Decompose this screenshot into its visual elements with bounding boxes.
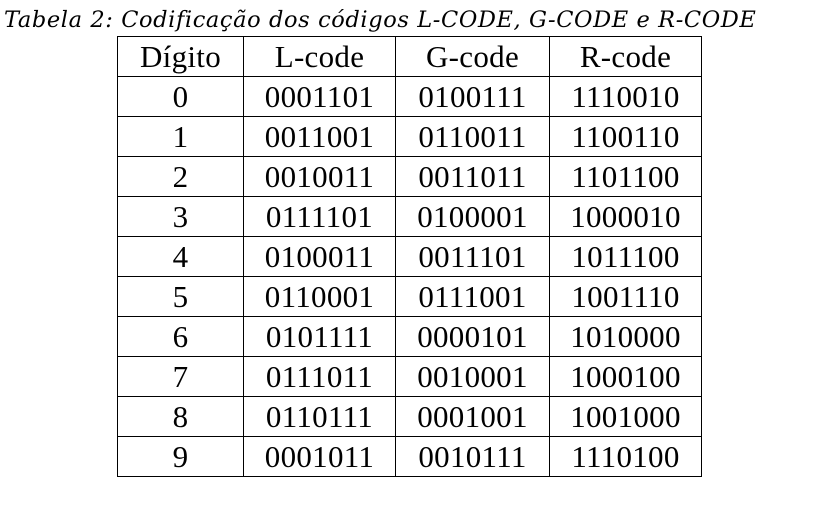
header-l-code: L-code	[243, 36, 396, 77]
cell-digit: 3	[117, 196, 244, 237]
cell-g-code: 0100001	[395, 196, 550, 237]
cell-digit: 8	[117, 396, 244, 437]
table-row: 5 0110001 0111001 1001110	[117, 276, 702, 317]
table-row: 9 0001011 0010111 1110100	[117, 436, 702, 477]
cell-digit: 6	[117, 316, 244, 357]
table-row: 4 0100011 0011101 1011100	[117, 236, 702, 277]
cell-l-code: 0101111	[243, 316, 396, 357]
cell-r-code: 1100110	[549, 116, 702, 157]
table-row: 7 0111011 0010001 1000100	[117, 356, 702, 397]
cell-r-code: 1000010	[549, 196, 702, 237]
cell-l-code: 0100011	[243, 236, 396, 277]
cell-r-code: 1110100	[549, 436, 702, 477]
cell-l-code: 0110111	[243, 396, 396, 437]
cell-r-code: 1101100	[549, 156, 702, 197]
cell-g-code: 0100111	[395, 76, 550, 117]
cell-r-code: 1110010	[549, 76, 702, 117]
cell-digit: 2	[117, 156, 244, 197]
cell-digit: 1	[117, 116, 244, 157]
cell-l-code: 0001101	[243, 76, 396, 117]
table-row: 6 0101111 0000101 1010000	[117, 316, 702, 357]
cell-l-code: 0111011	[243, 356, 396, 397]
cell-g-code: 0111001	[395, 276, 550, 317]
header-r-code: R-code	[549, 36, 702, 77]
cell-digit: 4	[117, 236, 244, 277]
cell-g-code: 0110011	[395, 116, 550, 157]
encoding-table: Dígito L-code G-code R-code 0 0001101 01…	[117, 36, 702, 477]
cell-digit: 5	[117, 276, 244, 317]
cell-g-code: 0000101	[395, 316, 550, 357]
cell-l-code: 0010011	[243, 156, 396, 197]
cell-g-code: 0011011	[395, 156, 550, 197]
cell-r-code: 1010000	[549, 316, 702, 357]
cell-l-code: 0110001	[243, 276, 396, 317]
cell-digit: 9	[117, 436, 244, 477]
table-row: 2 0010011 0011011 1101100	[117, 156, 702, 197]
table-row: 8 0110111 0001001 1001000	[117, 396, 702, 437]
table-row: 1 0011001 0110011 1100110	[117, 116, 702, 157]
cell-g-code: 0001001	[395, 396, 550, 437]
cell-l-code: 0001011	[243, 436, 396, 477]
table-row: 3 0111101 0100001 1000010	[117, 196, 702, 237]
cell-digit: 0	[117, 76, 244, 117]
cell-l-code: 0011001	[243, 116, 396, 157]
cell-l-code: 0111101	[243, 196, 396, 237]
cell-digit: 7	[117, 356, 244, 397]
cell-r-code: 1011100	[549, 236, 702, 277]
cell-g-code: 0011101	[395, 236, 550, 277]
cell-r-code: 1000100	[549, 356, 702, 397]
table-caption: Tabela 2: Codificação dos códigos L-CODE…	[4, 7, 757, 33]
cell-r-code: 1001110	[549, 276, 702, 317]
header-digit: Dígito	[117, 36, 244, 77]
cell-g-code: 0010001	[395, 356, 550, 397]
table-row: 0 0001101 0100111 1110010	[117, 76, 702, 117]
table-header-row: Dígito L-code G-code R-code	[117, 36, 702, 77]
header-g-code: G-code	[395, 36, 550, 77]
cell-g-code: 0010111	[395, 436, 550, 477]
cell-r-code: 1001000	[549, 396, 702, 437]
